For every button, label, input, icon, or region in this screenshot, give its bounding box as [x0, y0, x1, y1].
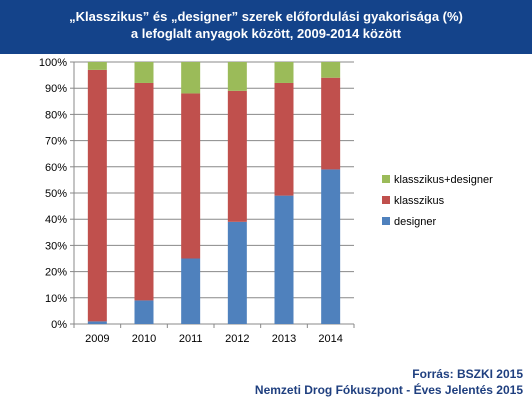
y-tick-label: 50% — [45, 188, 67, 200]
x-tick-label: 2010 — [132, 333, 156, 345]
y-tick-label: 70% — [45, 136, 67, 148]
bar-segment-klasszikus-plus-designer — [274, 62, 294, 83]
bar-segment-klasszikus — [227, 90, 247, 222]
source-text: Forrás: BSZKI 2015 — [412, 367, 523, 381]
bar-segment-designer — [321, 169, 341, 324]
x-tick-label: 2011 — [179, 333, 203, 345]
legend-swatch — [382, 175, 390, 183]
y-tick-label: 80% — [45, 109, 67, 121]
bar-segment-klasszikus — [134, 82, 154, 301]
bar-segment-designer — [181, 258, 201, 324]
bar-segment-klasszikus — [274, 82, 294, 196]
bar-segment-klasszikus — [181, 93, 201, 259]
legend-swatch — [382, 217, 390, 225]
legend-swatch — [382, 196, 390, 204]
bar-segment-klasszikus-plus-designer — [87, 62, 107, 70]
source-footer: Forrás: BSZKI 2015 Nemzeti Drog Fókuszpo… — [255, 366, 523, 398]
bar-segment-klasszikus-plus-designer — [134, 62, 154, 83]
x-tick-label: 2014 — [318, 333, 342, 345]
y-tick-label: 100% — [39, 57, 67, 69]
stacked-bar-chart: 0% 10% 20% 30% 40% 50% 60% 70% 80% 90% 100% 2009 201… — [39, 57, 493, 345]
bar-segment-klasszikus-plus-designer — [181, 62, 201, 94]
bar-segment-klasszikus — [321, 77, 341, 170]
y-tick-label: 20% — [45, 267, 67, 279]
y-tick-label: 0% — [51, 319, 67, 331]
legend-label: designer — [394, 216, 437, 228]
bar-segment-designer — [87, 321, 107, 324]
bar-segment-designer — [227, 221, 247, 324]
bar-segment-klasszikus — [87, 69, 107, 322]
chart-title-line-2: a lefoglalt anyagok között, 2009-2014 kö… — [130, 26, 402, 41]
report-text: Nemzeti Drog Fókuszpont - Éves Jelentés … — [254, 383, 523, 397]
y-tick-label: 30% — [45, 240, 67, 252]
bar-segment-designer — [134, 300, 154, 324]
x-tick-label: 2013 — [272, 333, 296, 345]
x-tick-label: 2009 — [85, 333, 109, 345]
legend-label: klasszikus+designer — [394, 174, 493, 186]
chart-title-line-1: „Klasszikus” és „designer” szerek előfor… — [69, 9, 463, 24]
y-tick-label: 90% — [45, 83, 67, 95]
bar-segment-designer — [274, 195, 294, 324]
y-tick-label: 60% — [45, 162, 67, 174]
legend-label: klasszikus — [394, 195, 445, 207]
y-tick-label: 10% — [45, 293, 67, 305]
bar-segment-klasszikus-plus-designer — [227, 62, 247, 91]
x-tick-label: 2012 — [225, 333, 249, 345]
bar-segment-klasszikus-plus-designer — [321, 62, 341, 78]
y-tick-label: 40% — [45, 214, 67, 226]
chart-title-banner: „Klasszikus” és „designer” szerek előfor… — [0, 0, 532, 54]
